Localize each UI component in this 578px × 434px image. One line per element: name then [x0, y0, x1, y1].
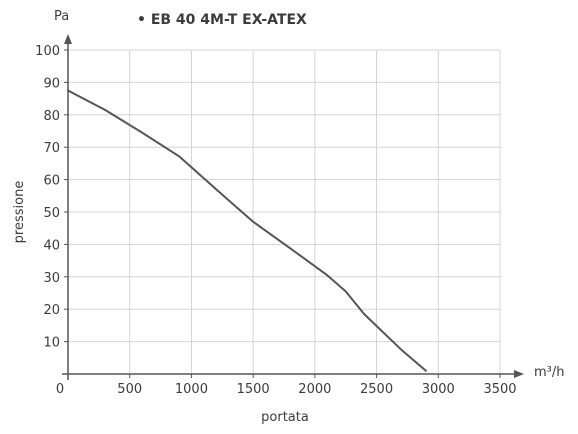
x-axis-arrow: [514, 370, 524, 378]
y-tick-label: 40: [43, 238, 60, 253]
grid: [68, 49, 501, 374]
chart-labels: Pa • EB 40 4M-T EX-ATEX m³/h portata pre…: [12, 9, 565, 425]
y-tick-label: 10: [43, 336, 60, 351]
y-tick-label: 80: [43, 109, 60, 124]
chart-title: • EB 40 4M-T EX-ATEX: [137, 12, 307, 28]
y-tick-label: 30: [43, 271, 60, 286]
y-axis-arrow: [64, 34, 72, 44]
axes: [62, 34, 524, 380]
x-tick-label: 1000: [175, 382, 208, 397]
x-tick-label: 1500: [237, 382, 270, 397]
x-unit-label: m³/h: [534, 365, 565, 380]
x-tick-label: 2500: [360, 382, 393, 397]
x-tick-label: 3000: [422, 382, 455, 397]
y-tick-label: 50: [43, 206, 60, 221]
y-tick-label: 20: [43, 303, 60, 318]
x-tick-label: 3500: [483, 382, 516, 397]
y-tick-label: 100: [35, 44, 60, 59]
x-axis-title: portata: [261, 410, 309, 425]
y-unit-label: Pa: [54, 9, 69, 24]
series-line: [67, 89, 427, 372]
y-tick-label: 70: [43, 141, 60, 156]
x-tick-label: 500: [117, 382, 142, 397]
y-tick-label: 60: [43, 174, 60, 189]
x-tick-label: 0: [56, 382, 64, 397]
y-tick-label: 90: [43, 76, 60, 91]
x-tick-label: 2000: [298, 382, 331, 397]
series: [67, 89, 427, 372]
y-axis-title: pressione: [12, 181, 27, 244]
